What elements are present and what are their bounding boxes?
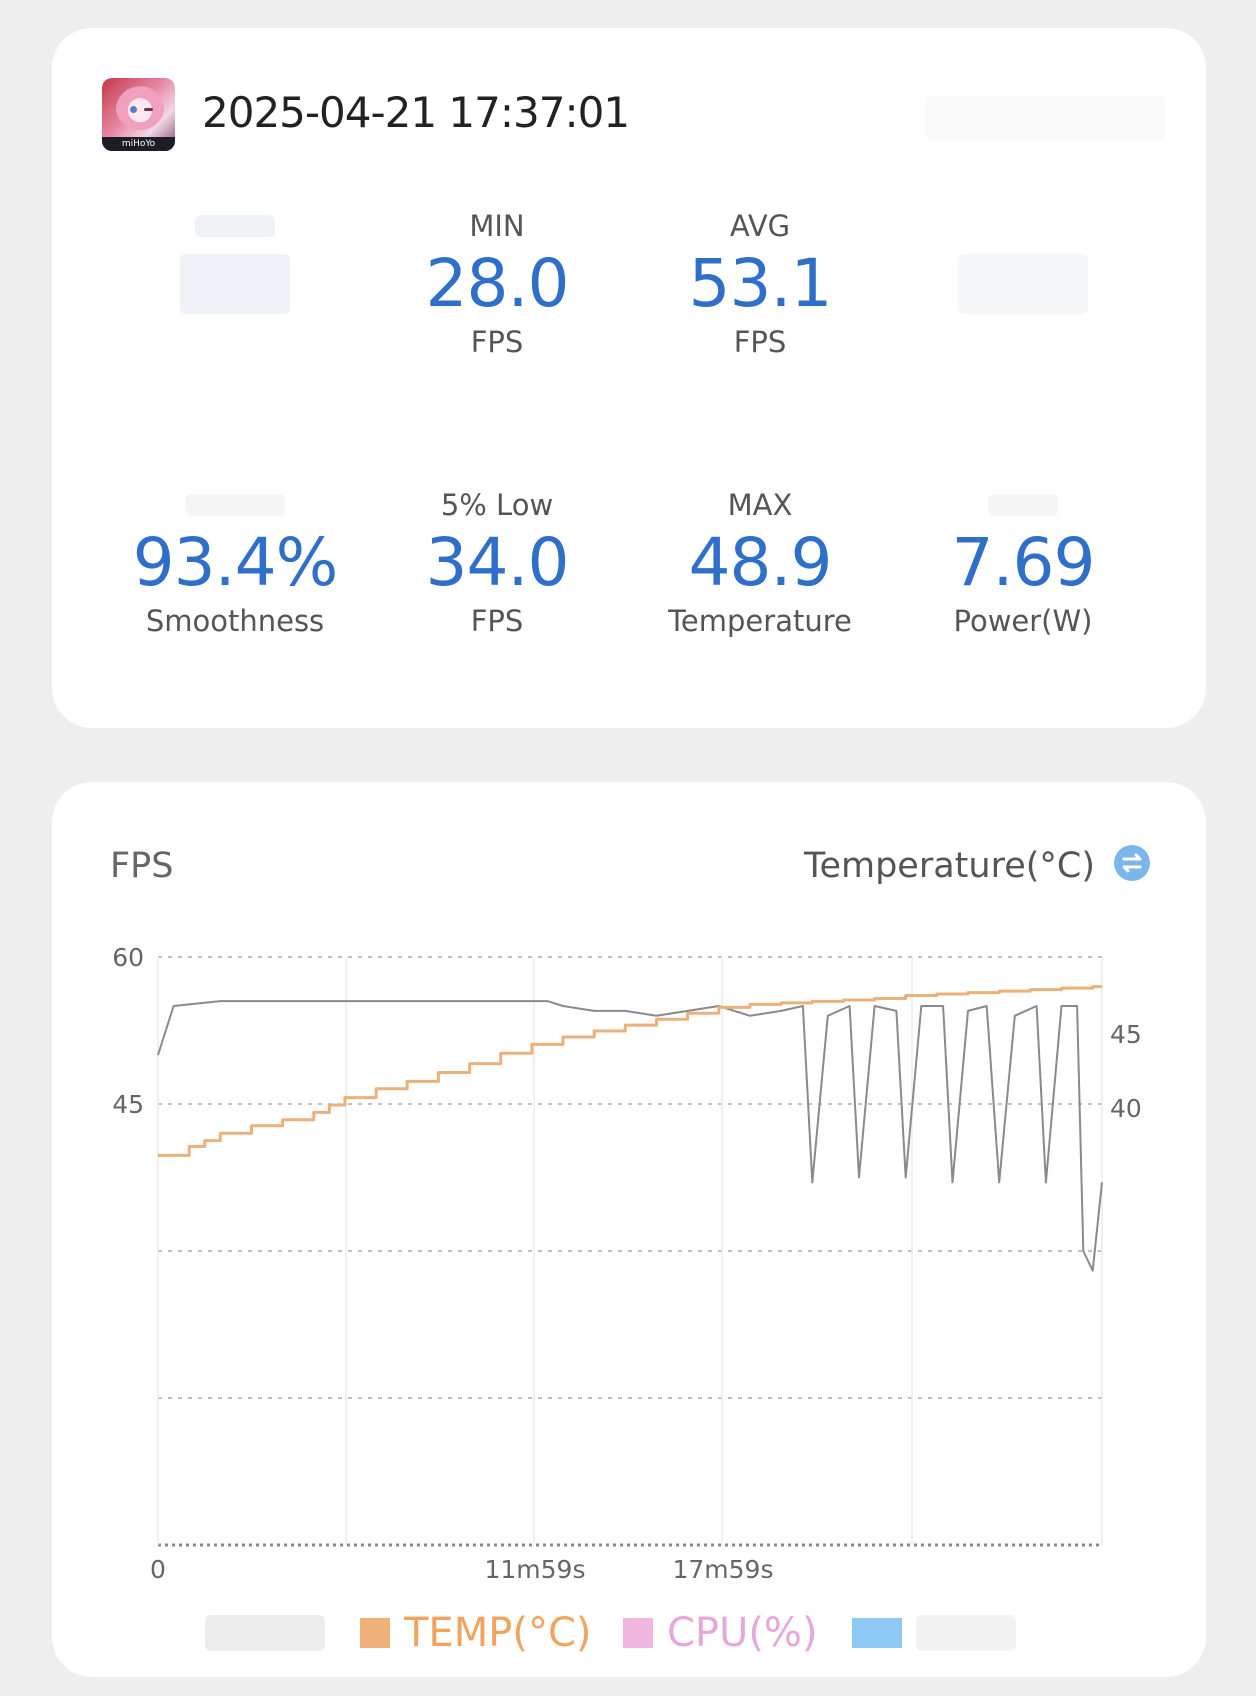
redacted-value [958,254,1088,314]
app-icon-art [116,86,164,130]
metric-unit: Temperature [668,604,852,638]
app-icon-brand: miHoYo [102,137,175,151]
metric-max-temp: MAX 48.9 Temperature [630,487,890,639]
session-timestamp: 2025-04-21 17:37:01 [202,88,630,137]
redacted-area [925,96,1165,140]
metric-5pct-low: 5% Low 34.0 FPS [367,487,627,639]
metric-1 [105,208,365,360]
metric-value: 93.4% [132,524,339,601]
x-tick-label: 11m59s [484,1555,585,1584]
metric-value: 48.9 [688,524,833,601]
series-line-fps [157,1000,1103,1272]
x-tick-label: 17m59s [672,1555,773,1584]
metric-value: 28.0 [425,245,570,322]
app-icon[interactable]: miHoYo [102,78,175,151]
metric-value: 7.69 [951,524,1096,601]
metric-avg-fps: AVG 53.1 FPS [630,208,890,360]
redacted-label [185,494,285,516]
chart-right-title[interactable]: Temperature(°C) [803,846,1095,886]
metric-label: MIN [469,209,525,243]
legend-item-4[interactable] [852,1608,1016,1658]
legend-swatch [623,1618,653,1648]
grid [157,956,1103,1547]
legend-label: TEMP(°C) [404,1610,592,1656]
metric-4 [893,208,1153,360]
legend-item-temp[interactable]: TEMP(°C) [360,1608,591,1658]
series-line-temp [158,985,1102,1157]
metric-smoothness: 93.4% Smoothness [105,487,365,639]
redacted-legend [205,1615,325,1651]
legend-swatch [852,1618,902,1648]
redacted-label [988,494,1058,516]
summary-card [52,28,1206,728]
redacted-legend [916,1615,1016,1651]
metric-value: 53.1 [688,245,833,322]
chart-card [52,782,1206,1677]
axis-ticks: 60 45 45 40 0 11m59s 17m59s [112,943,1142,1584]
y-left-tick-label: 45 [112,1090,144,1119]
metric-min-fps: MIN 28.0 FPS [367,208,627,360]
metric-label: 5% Low [440,488,554,522]
swap-arrows-icon [1122,853,1142,873]
metric-power: 7.69 Power(W) [893,487,1153,639]
legend-label: CPU(%) [667,1610,818,1656]
legend-swatch [360,1618,390,1648]
y-left-tick-label: 60 [112,943,144,972]
redacted-label [195,215,275,237]
swap-axis-icon[interactable] [1114,845,1150,881]
chart-left-title: FPS [110,846,173,886]
metric-unit: Power(W) [953,604,1093,638]
x-tick-label: 0 [150,1555,166,1584]
y-right-tick-label: 40 [1110,1094,1142,1123]
metric-label: AVG [729,209,791,243]
legend-item-cpu[interactable]: CPU(%) [623,1608,818,1658]
metric-unit: FPS [470,325,524,359]
metric-unit: FPS [733,325,787,359]
y-right-tick-label: 45 [1110,1020,1142,1049]
metric-value: 34.0 [425,524,570,601]
metric-unit: Smoothness [145,604,325,638]
series-layer [157,985,1103,1272]
metric-label: MAX [727,488,793,522]
legend-item-1[interactable] [205,1608,325,1658]
metric-unit: FPS [470,604,524,638]
redacted-value [180,254,290,314]
